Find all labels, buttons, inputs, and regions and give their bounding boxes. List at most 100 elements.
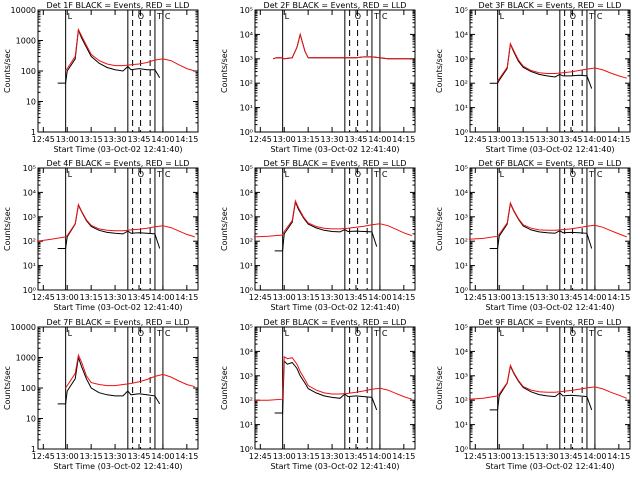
x-tick-label: 13:45	[559, 293, 582, 302]
chart-panel-4: Det 4F BLACK = Events, RED = LLD 10⁰ 10¹ 10…	[3, 159, 199, 312]
x-tick-label: 14:00	[583, 135, 606, 144]
y-tick-label: 1000	[16, 37, 36, 46]
y-tick-label: 10⁵	[240, 164, 253, 173]
marker-letter: L	[285, 329, 290, 338]
y-axis-label: Counts/sec	[220, 49, 229, 93]
x-tick-label: 13:00	[56, 452, 79, 461]
marker-letter: C	[597, 329, 603, 338]
series-events-line	[57, 29, 161, 84]
chart-panel-7: Det 7F BLACK = Events, RED = LLD 1 10 100 10…	[3, 318, 199, 471]
plot-frame	[469, 326, 631, 450]
marker-letter: T	[373, 12, 379, 21]
x-axis-label: Start Time (03-Oct-02 12:41:40)	[53, 462, 182, 471]
x-tick-label: 13:30	[321, 452, 344, 461]
x-tick-label: 12:45	[464, 135, 487, 144]
x-axis-label: Start Time (03-Oct-02 12:41:40)	[485, 462, 614, 471]
x-tick-label: 13:15	[512, 135, 535, 144]
series-lld-line	[65, 353, 195, 389]
series-lld-line	[36, 202, 195, 242]
x-tick-label: 13:45	[559, 135, 582, 144]
series-lld-line	[468, 201, 627, 240]
x-tick-label: 14:00	[151, 293, 174, 302]
marker-letter: C	[382, 170, 388, 179]
x-tick-label: 14:00	[151, 135, 174, 144]
y-tick-label: 10⁴	[240, 188, 253, 197]
x-tick-label: 13:45	[344, 135, 367, 144]
marker-letter: T	[588, 170, 594, 179]
plot-frame	[469, 9, 631, 133]
y-tick-label: 10⁴	[240, 30, 253, 39]
x-tick-label: 13:30	[536, 452, 559, 461]
y-tick-label: 10⁵	[455, 323, 468, 332]
series-events-line	[489, 364, 593, 411]
y-tick-label: 10²	[240, 237, 253, 246]
y-tick-label: 10⁰	[23, 286, 36, 295]
y-tick-label: 10³	[240, 372, 253, 381]
y-tick-label: 10⁰	[455, 445, 468, 454]
y-tick-label: 10⁵	[23, 164, 36, 173]
y-tick-label: 10⁴	[240, 347, 253, 356]
marker-letter: C	[165, 12, 171, 21]
plot-frame	[254, 326, 416, 450]
chart-title: Det 7F BLACK = Events, RED = LLD	[47, 318, 190, 327]
marker-letter: L	[285, 170, 290, 179]
x-tick-label: 13:45	[344, 452, 367, 461]
series-events-line	[57, 357, 161, 405]
x-tick-label: 12:45	[32, 452, 55, 461]
series-lld-line	[497, 41, 627, 82]
x-tick-label: 14:15	[392, 135, 415, 144]
marker-letter: T	[156, 170, 162, 179]
y-tick-label: 1	[31, 445, 36, 454]
plot-frame	[254, 167, 416, 291]
y-tick-label: 10¹	[240, 421, 253, 430]
marker-letter: O	[570, 329, 576, 338]
y-tick-label: 10¹	[455, 262, 468, 271]
x-tick-label: 13:45	[559, 452, 582, 461]
chart-panel-8: Det 8F BLACK = Events, RED = LLD 10⁰ 10¹ 10…	[220, 318, 416, 471]
x-tick-label: 12:45	[32, 293, 55, 302]
marker-letter: O	[355, 170, 361, 179]
x-tick-label: 13:30	[536, 293, 559, 302]
marker-letter: O	[138, 329, 144, 338]
x-tick-label: 13:30	[321, 135, 344, 144]
x-tick-label: 13:30	[104, 293, 127, 302]
chart-panel-2: Det 2F BLACK = Events, RED = LLD 10⁰ 10¹ 10…	[220, 1, 416, 154]
y-tick-label: 10⁴	[455, 30, 468, 39]
x-tick-label: 12:45	[464, 293, 487, 302]
y-tick-label: 10¹	[23, 262, 36, 271]
plot-frame	[37, 326, 199, 450]
x-tick-label: 13:15	[512, 293, 535, 302]
x-tick-label: 13:00	[273, 452, 296, 461]
chart-panel-3: Det 3F BLACK = Events, RED = LLD 10⁰ 10¹ 10…	[435, 1, 631, 154]
x-tick-label: 14:00	[368, 293, 391, 302]
y-tick-label: 10	[26, 415, 36, 424]
y-tick-label: 10²	[240, 396, 253, 405]
marker-letter: C	[165, 170, 171, 179]
y-tick-label: 10⁰	[240, 445, 253, 454]
y-tick-label: 10³	[240, 55, 253, 64]
x-tick-label: 12:45	[32, 135, 55, 144]
x-tick-label: 13:15	[80, 452, 103, 461]
x-tick-label: 13:00	[488, 135, 511, 144]
marker-letter: L	[68, 170, 73, 179]
y-tick-label: 10⁵	[240, 323, 253, 332]
chart-title: Det 6F BLACK = Events, RED = LLD	[479, 159, 622, 168]
y-tick-label: 10⁵	[455, 6, 468, 15]
y-tick-label: 10³	[455, 55, 468, 64]
y-tick-label: 10⁰	[240, 128, 253, 137]
marker-letter: L	[68, 12, 73, 21]
x-tick-label: 12:45	[249, 135, 272, 144]
x-tick-label: 12:45	[464, 452, 487, 461]
x-tick-label: 13:15	[297, 452, 320, 461]
x-tick-label: 12:45	[249, 452, 272, 461]
x-tick-label: 14:15	[175, 135, 198, 144]
marker-letter: L	[500, 170, 505, 179]
marker-letter: T	[373, 170, 379, 179]
x-tick-label: 13:15	[297, 135, 320, 144]
chart-panel-5: Det 5F BLACK = Events, RED = LLD 10⁰ 10¹ 10…	[220, 159, 416, 312]
y-axis-label: Counts/sec	[3, 366, 12, 410]
y-tick-label: 10⁴	[23, 188, 36, 197]
marker-letter: O	[138, 12, 144, 21]
x-tick-label: 13:45	[127, 452, 150, 461]
